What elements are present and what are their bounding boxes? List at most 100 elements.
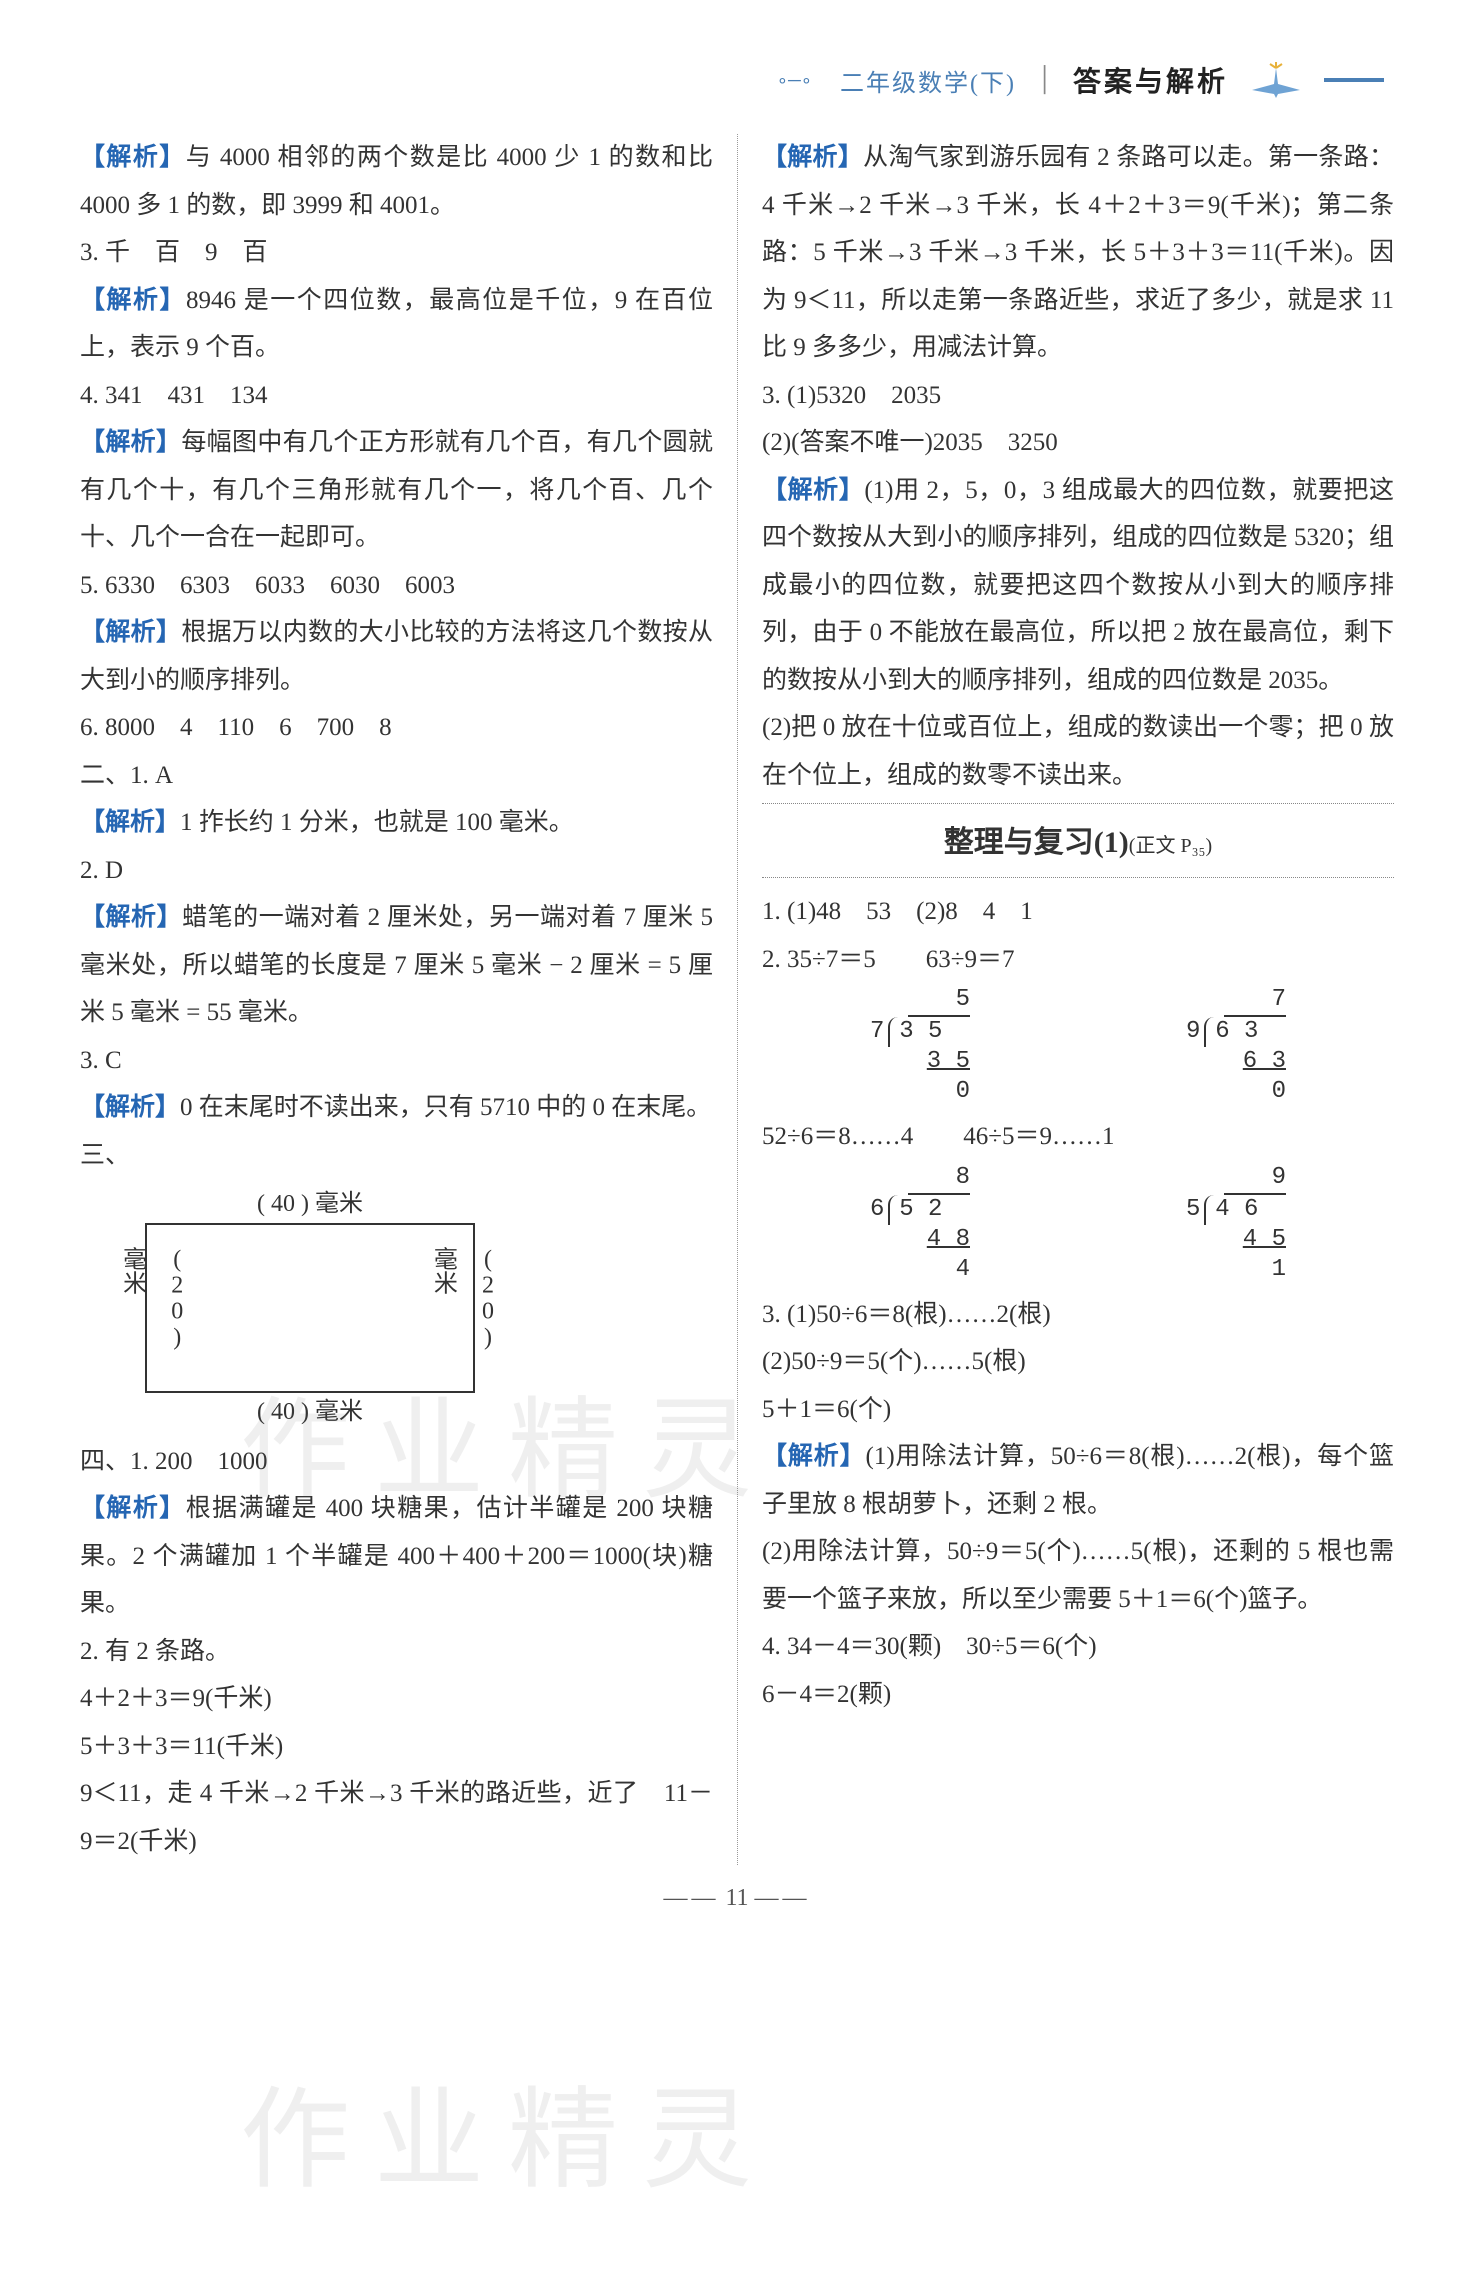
ld-subtrahend: 3 5 <box>918 1047 970 1077</box>
header-subject: 二年级数学(下) <box>840 63 1016 98</box>
ld-dividend: 6 3 <box>1204 1017 1258 1047</box>
analysis-tag: 【解析】 <box>80 429 181 456</box>
analysis-block: 【解析】8946 是一个四位数，最高位是千位，9 在百位上，表示 9 个百。 <box>80 277 713 372</box>
page-number: 11 <box>725 1885 748 1911</box>
analysis-block: 【解析】与 4000 相邻的两个数是比 4000 少 1 的数和比 4000 多… <box>80 134 713 229</box>
analysis-text: (2)把 0 放在十位或百位上，组成的数读出一个零；把 0 放在个位上，组成的数… <box>762 704 1394 799</box>
section-title-text: 整理与复习(1) <box>944 826 1129 859</box>
analysis-tag: 【解析】 <box>762 477 864 504</box>
ld-divisor: 7 <box>870 1017 888 1047</box>
header-title: 答案与解析 <box>1073 60 1228 100</box>
ld-quotient: 5 <box>908 985 970 1017</box>
analysis-block: 【解析】根据万以内数的大小比较的方法将这几个数按从大到小的顺序排列。 <box>80 609 713 704</box>
answer-line: (2)50÷9＝5(个)……5(根) <box>762 1338 1394 1386</box>
analysis-tag: 【解析】 <box>762 144 863 171</box>
answer-line: (2)(答案不唯一)2035 3250 <box>762 419 1394 467</box>
ld-divisor: 5 <box>1186 1195 1204 1225</box>
answer-line: 1. (1)48 53 (2)8 4 1 <box>762 888 1394 936</box>
answer-line: 6. 8000 4 110 6 700 8 <box>80 704 713 752</box>
page-header: ∘─∘ 二年级数学(下) │ 答案与解析 <box>80 60 1394 100</box>
long-division: 7 96 3 6 3 0 <box>1186 985 1286 1107</box>
analysis-tag: 【解析】 <box>80 809 180 836</box>
analysis-tag: 【解析】 <box>80 1094 180 1121</box>
analysis-block: 【解析】每幅图中有几个正方形就有几个百，有几个圆就有几个十，有几个三角形就有几个… <box>80 419 713 562</box>
section-subtitle: (正文 P₃₅) <box>1129 835 1212 857</box>
left-column: 【解析】与 4000 相邻的两个数是比 4000 少 1 的数和比 4000 多… <box>80 134 737 1865</box>
ld-dividend: 4 6 <box>1204 1195 1258 1225</box>
analysis-tag: 【解析】 <box>80 904 182 931</box>
ld-dividend: 3 5 <box>888 1017 942 1047</box>
analysis-text: 1 拃长约 1 分米，也就是 100 毫米。 <box>180 809 574 836</box>
analysis-block: 【解析】(1)用除法计算，50÷6＝8(根)……2(根)，每个篮子里放 8 根胡… <box>762 1433 1394 1528</box>
answer-line: 5＋1＝6(个) <box>762 1386 1394 1434</box>
analysis-block: 【解析】(1)用 2，5，0，3 组成最大的四位数，就要把这四个数按从大到小的顺… <box>762 467 1394 705</box>
ld-remainder: 0 <box>1234 1077 1286 1107</box>
footer-dash-left: —— <box>663 1885 719 1911</box>
page-footer: —— 11 —— <box>80 1885 1394 1912</box>
section-heading: 二、1. A <box>80 752 713 800</box>
ld-divisor: 6 <box>870 1195 888 1225</box>
section-title: 整理与复习(1)(正文 P₃₅) <box>762 814 1394 871</box>
analysis-block: 【解析】1 拃长约 1 分米，也就是 100 毫米。 <box>80 799 713 847</box>
ld-remainder: 4 <box>918 1255 970 1285</box>
ld-quotient: 8 <box>908 1163 970 1195</box>
content-columns: 【解析】与 4000 相邻的两个数是比 4000 少 1 的数和比 4000 多… <box>80 134 1394 1865</box>
ld-quotient: 7 <box>1224 985 1286 1017</box>
long-division: 9 54 6 4 5 1 <box>1186 1163 1286 1285</box>
answer-line: 2. 有 2 条路。 <box>80 1628 713 1676</box>
ld-divisor: 9 <box>1186 1017 1204 1047</box>
calc-line: 9＜11，走 4 千米→2 千米→3 千米的路近些，近了 11－9＝2(千米) <box>80 1770 713 1865</box>
answer-line: 2. 35÷7＝5 63÷9＝7 <box>762 936 1394 984</box>
ld-subtrahend: 6 3 <box>1234 1047 1286 1077</box>
answer-line: 52÷6＝8……4 46÷5＝9……1 <box>762 1113 1394 1161</box>
analysis-tag: 【解析】 <box>762 1443 866 1470</box>
analysis-block: 【解析】蜡笔的一端对着 2 厘米处，另一端对着 7 厘米 5 毫米处，所以蜡笔的… <box>80 894 713 1037</box>
answer-line: 3. C <box>80 1037 713 1085</box>
book-icon <box>1248 60 1304 100</box>
header-ornament-right <box>1324 78 1384 82</box>
answer-line: 2. D <box>80 847 713 895</box>
long-division: 8 65 2 4 8 4 <box>870 1163 970 1285</box>
ld-subtrahend: 4 8 <box>918 1225 970 1255</box>
answer-line: 4. 34－4＝30(颗) 30÷5＝6(个) <box>762 1623 1394 1671</box>
rect-left-label: (20) 毫米 <box>108 1247 199 1370</box>
ld-dividend: 5 2 <box>888 1195 942 1225</box>
dotted-divider <box>762 803 1394 804</box>
analysis-text: 从淘气家到游乐园有 2 条路可以走。第一条路：4 千米→2 千米→3 千米，长 … <box>762 144 1394 361</box>
footer-dash-right: —— <box>755 1885 811 1911</box>
long-division: 5 73 5 3 5 0 <box>870 985 970 1107</box>
section-heading: 三、 <box>80 1142 130 1169</box>
right-column: 【解析】从淘气家到游乐园有 2 条路可以走。第一条路：4 千米→2 千米→3 千… <box>737 134 1394 1865</box>
ld-remainder: 0 <box>918 1077 970 1107</box>
rectangle-figure: ( 40 ) 毫米 (20) 毫米 (20) 毫米 ( 40 ) 毫米 <box>120 1185 500 1432</box>
answer-line: 4. 341 431 134 <box>80 372 713 420</box>
calc-line: 4＋2＋3＝9(千米) <box>80 1675 713 1723</box>
header-ornament-left: ∘─∘ <box>777 70 812 91</box>
page: ∘─∘ 二年级数学(下) │ 答案与解析 【解析】与 4000 相邻的两个数是比… <box>0 0 1474 1952</box>
analysis-text: 0 在末尾时不读出来，只有 5710 中的 0 在末尾。 <box>180 1094 711 1121</box>
analysis-tag: 【解析】 <box>80 144 186 171</box>
rect-top-label: ( 40 ) 毫米 <box>120 1185 500 1223</box>
header-divider: │ <box>1036 67 1053 94</box>
answer-line: 5. 6330 6303 6033 6030 6003 <box>80 562 713 610</box>
dotted-divider <box>762 877 1394 878</box>
answer-line: 3. 千 百 9 百 <box>80 229 713 277</box>
analysis-block: 【解析】从淘气家到游乐园有 2 条路可以走。第一条路：4 千米→2 千米→3 千… <box>762 134 1394 372</box>
analysis-tag: 【解析】 <box>80 619 181 646</box>
watermark: 作业精灵 <box>240 2050 776 2210</box>
calc-line: 5＋3＋3＝11(千米) <box>80 1723 713 1771</box>
analysis-text: (2)用除法计算，50÷9＝5(个)……5(根)，还剩的 5 根也需要一个篮子来… <box>762 1528 1394 1623</box>
ld-remainder: 1 <box>1234 1255 1286 1285</box>
rect-right-label: (20) 毫米 <box>419 1247 510 1370</box>
analysis-tag: 【解析】 <box>80 1495 186 1522</box>
analysis-block: 【解析】根据满罐是 400 块糖果，估计半罐是 200 块糖果。2 个满罐加 1… <box>80 1485 713 1628</box>
rect-bottom-label: ( 40 ) 毫米 <box>120 1393 500 1431</box>
long-division-row: 5 73 5 3 5 0 7 96 3 6 3 0 <box>762 985 1394 1107</box>
analysis-block: 【解析】0 在末尾时不读出来，只有 5710 中的 0 在末尾。 <box>80 1084 713 1132</box>
long-division-row: 8 65 2 4 8 4 9 54 6 4 5 1 <box>762 1163 1394 1285</box>
ld-quotient: 9 <box>1224 1163 1286 1195</box>
analysis-tag: 【解析】 <box>80 287 186 314</box>
answer-line: 3. (1)5320 2035 <box>762 372 1394 420</box>
ld-subtrahend: 4 5 <box>1234 1225 1286 1255</box>
answer-line: 3. (1)50÷6＝8(根)……2(根) <box>762 1291 1394 1339</box>
